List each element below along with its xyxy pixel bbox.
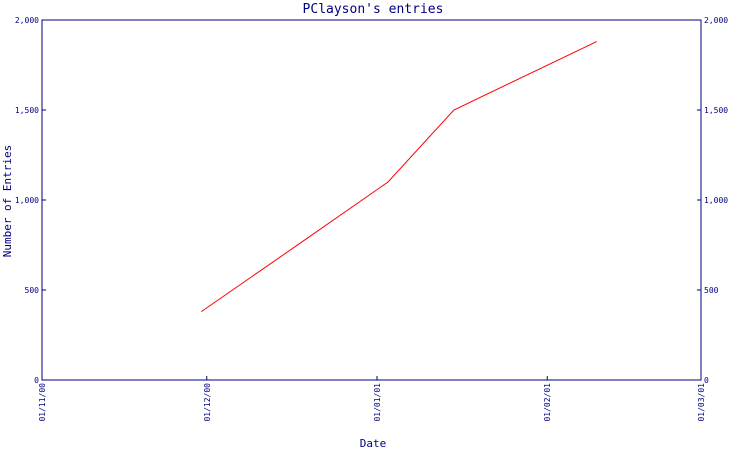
y-tick-label-right: 1,000 xyxy=(704,196,728,205)
x-axis-title: Date xyxy=(360,437,387,450)
series-layer xyxy=(201,41,597,313)
y-tick-label-right: 2,000 xyxy=(704,16,728,25)
y-tick-label-left: 1,500 xyxy=(15,106,39,115)
plot-frame xyxy=(41,19,702,381)
y-tick-label-left: 0 xyxy=(34,376,39,385)
y-axis-right: 0 500 1,000 1,500 2,000 xyxy=(697,16,728,385)
chart-title: PClayson's entries xyxy=(303,2,444,17)
y-axis-title: Number of Entries xyxy=(1,145,14,258)
x-axis: 01/11/00 01/12/00 01/01/01 01/02/01 01/03/01 xyxy=(38,376,706,422)
x-tick-label: 01/03/01 xyxy=(697,383,706,422)
x-tick-label: 01/02/01 xyxy=(543,383,552,422)
x-tick-label: 01/01/01 xyxy=(373,383,382,422)
series-line xyxy=(201,41,597,313)
y-tick-label-left: 500 xyxy=(25,286,40,295)
x-tick-label: 01/12/00 xyxy=(203,383,212,422)
y-tick-label-right: 0 xyxy=(704,376,709,385)
x-tick-label: 01/11/00 xyxy=(38,383,47,422)
y-axis-left: 0 500 1,000 1,500 2,000 xyxy=(15,16,46,385)
y-tick-label-right: 1,500 xyxy=(704,106,728,115)
y-tick-label-right: 500 xyxy=(704,286,719,295)
y-tick-label-left: 2,000 xyxy=(15,16,39,25)
y-tick-label-left: 1,000 xyxy=(15,196,39,205)
